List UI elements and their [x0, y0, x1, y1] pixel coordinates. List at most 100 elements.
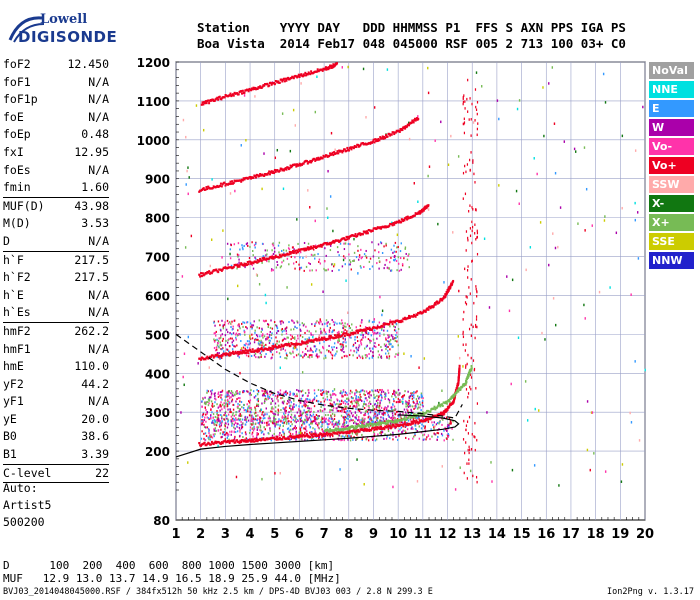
- echo-speckle: [239, 397, 241, 400]
- noise-speckle: [462, 365, 464, 368]
- param-label: foF2: [3, 57, 31, 71]
- echo-speckle: [262, 345, 265, 348]
- trace-echo: [359, 144, 362, 147]
- echo-speckle: [357, 349, 359, 352]
- noise-speckle: [468, 286, 470, 289]
- echo-speckle: [418, 416, 420, 419]
- echo-speckle: [384, 396, 386, 399]
- echo-speckle: [381, 251, 384, 254]
- echo-speckle: [404, 414, 406, 417]
- echo-speckle: [253, 354, 256, 357]
- echo-speckle: [343, 421, 345, 424]
- echo-speckle: [368, 420, 370, 423]
- echo-speckle: [289, 334, 292, 337]
- noise-speckle: [229, 252, 231, 256]
- echo-speckle: [266, 338, 268, 341]
- echo-speckle: [414, 433, 416, 436]
- echo-speckle: [324, 354, 327, 357]
- noise-speckle: [467, 448, 469, 452]
- echo-speckle: [409, 395, 412, 398]
- noise-speckle: [542, 86, 544, 89]
- trace-echo: [300, 343, 303, 346]
- echo-speckle: [294, 336, 296, 339]
- echo-speckle: [262, 410, 265, 413]
- noise-speckle: [217, 444, 219, 448]
- echo-speckle: [230, 390, 233, 393]
- echo-speckle: [242, 248, 244, 251]
- echo-speckle: [359, 390, 362, 393]
- echo-speckle: [266, 253, 268, 256]
- echo-speckle: [343, 439, 345, 442]
- echo-speckle: [280, 348, 283, 351]
- noise-speckle: [476, 290, 478, 294]
- echo-speckle: [414, 434, 416, 437]
- echo-speckle: [345, 392, 348, 395]
- trace-echo: [383, 323, 386, 326]
- echo-speckle: [268, 342, 271, 345]
- param-value: N/A: [88, 109, 109, 124]
- echo-speckle: [301, 412, 304, 415]
- echo-speckle: [338, 403, 340, 406]
- echo-speckle: [212, 433, 215, 436]
- echo-speckle: [268, 396, 271, 399]
- echo-speckle: [323, 418, 326, 421]
- echo-speckle: [292, 408, 294, 411]
- noise-speckle: [195, 104, 198, 107]
- echo-speckle: [219, 421, 222, 424]
- echo-speckle: [413, 392, 415, 395]
- echo-speckle: [321, 416, 323, 419]
- echo-speckle: [370, 350, 372, 353]
- echo-speckle: [274, 413, 277, 416]
- echo-speckle: [351, 391, 353, 394]
- param-row: fmin 1.60: [3, 179, 109, 198]
- echo-speckle: [233, 437, 236, 440]
- echo-speckle: [257, 397, 260, 400]
- noise-speckle: [381, 313, 383, 317]
- trace-echo: [347, 237, 350, 240]
- echo-speckle: [281, 261, 283, 264]
- noise-speckle: [305, 255, 307, 259]
- trace-echo: [287, 342, 290, 346]
- echo-speckle: [395, 353, 397, 356]
- echo-speckle: [295, 438, 297, 441]
- echo-speckle: [433, 426, 435, 429]
- echo-speckle: [353, 259, 355, 262]
- echo-speckle: [265, 398, 268, 401]
- noise-speckle: [589, 468, 591, 472]
- trace-echo: [343, 148, 346, 151]
- trace-echo: [230, 182, 233, 185]
- noise-speckle: [481, 85, 483, 88]
- echo-speckle: [441, 423, 443, 426]
- noise-speckle: [465, 295, 467, 298]
- echo-speckle: [248, 431, 251, 434]
- echo-speckle: [345, 405, 348, 408]
- echo-speckle: [326, 390, 329, 393]
- echo-speckle: [236, 418, 238, 421]
- trace-echo: [287, 166, 290, 169]
- echo-speckle: [219, 324, 221, 327]
- echo-speckle: [447, 426, 450, 429]
- echo-speckle: [202, 413, 205, 416]
- noise-speckle: [462, 100, 465, 104]
- trace-echo: [252, 86, 255, 89]
- echo-speckle: [419, 421, 421, 424]
- echo-speckle: [356, 398, 358, 401]
- echo-speckle: [311, 420, 313, 423]
- trace-echo: [458, 367, 461, 370]
- echo-speckle: [264, 355, 266, 358]
- echo-speckle: [359, 422, 362, 425]
- echo-speckle: [332, 419, 335, 422]
- noise-speckle: [416, 480, 419, 483]
- echo-speckle: [388, 335, 390, 338]
- trace-echo: [368, 326, 371, 329]
- trace-echo: [406, 215, 409, 218]
- echo-speckle: [278, 352, 281, 355]
- echo-speckle: [313, 416, 316, 419]
- noise-speckle: [230, 322, 233, 326]
- echo-speckle: [441, 434, 444, 437]
- echo-speckle: [270, 439, 273, 442]
- trace-echo: [309, 72, 312, 76]
- echo-speckle: [405, 252, 407, 255]
- echo-speckle: [280, 434, 283, 437]
- echo-speckle: [266, 413, 268, 416]
